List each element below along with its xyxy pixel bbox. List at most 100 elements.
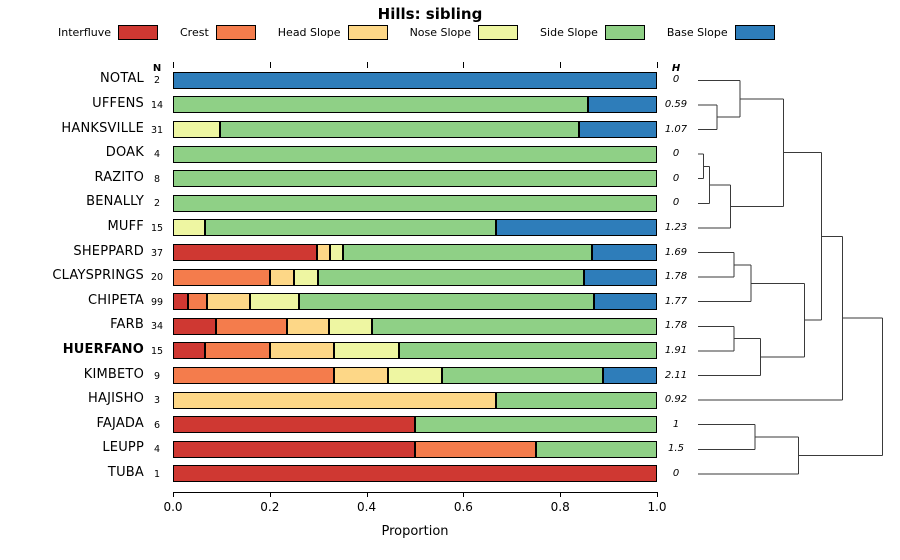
bar — [173, 219, 657, 237]
bar-segment — [329, 317, 372, 335]
bar-segment — [173, 391, 496, 409]
x-tick-top — [560, 62, 562, 68]
bar-segment — [334, 342, 399, 360]
x-tick — [560, 492, 562, 497]
row-label: SHEPPARD — [73, 243, 144, 259]
bar — [173, 367, 657, 384]
row-h-value: 1.5 — [668, 443, 684, 455]
x-tick — [463, 492, 465, 497]
bar-segment — [536, 440, 657, 458]
bar — [173, 342, 657, 360]
bar-segment — [329, 244, 343, 261]
bar-segment — [173, 465, 657, 483]
x-tick-label: 0.8 — [550, 500, 570, 514]
x-tick-top — [173, 62, 174, 68]
row-n-value: 3 — [153, 395, 161, 407]
legend-label: Base Slope — [666, 26, 728, 39]
row-n-value: 15 — [150, 345, 164, 357]
row-label: BENALLY — [86, 194, 144, 210]
row-h-value: 1 — [672, 418, 680, 430]
bar — [173, 96, 657, 114]
row-n-value: 2 — [153, 75, 161, 87]
bar-segment — [173, 244, 317, 261]
chart-title: Hills: sibling — [377, 5, 483, 23]
x-tick — [173, 492, 174, 497]
legend-swatch — [347, 25, 388, 40]
row-label: LEUPP — [102, 440, 144, 456]
bar — [173, 293, 657, 311]
row-n-value: 4 — [153, 149, 161, 161]
bar — [173, 391, 657, 409]
row-label: HANKSVILLE — [61, 120, 144, 136]
bar — [173, 244, 657, 261]
x-tick-top — [657, 62, 658, 68]
bar-segment — [215, 317, 287, 335]
legend-label: Nose Slope — [409, 26, 472, 39]
bar — [173, 194, 657, 212]
bar-segment — [495, 391, 657, 409]
row-label: FARB — [110, 317, 144, 333]
bar-segment — [173, 194, 657, 212]
bar-segment — [371, 317, 657, 335]
bar-segment — [269, 268, 294, 286]
row-n-value: 99 — [150, 296, 164, 308]
row-h-value: 1.07 — [664, 123, 688, 135]
bar — [173, 440, 657, 458]
bar-segment — [173, 268, 270, 286]
bar — [173, 145, 657, 163]
legend-item: Nose Slope — [409, 25, 519, 40]
legend-swatch — [478, 25, 519, 40]
x-tick-label: 0.0 — [163, 500, 183, 514]
row-label: HAJISHO — [88, 391, 144, 407]
bar-segment — [173, 293, 188, 311]
x-axis-line — [173, 492, 658, 493]
row-label: CHIPETA — [88, 292, 144, 308]
bar-segment — [206, 293, 251, 311]
row-h-value: 0 — [672, 197, 680, 209]
bar-segment — [173, 71, 657, 89]
row-label: HUERFANO — [62, 341, 144, 357]
bar — [173, 317, 657, 335]
row-h-value: 1.78 — [664, 320, 688, 332]
x-tick — [366, 492, 368, 497]
bar-segment — [591, 244, 657, 261]
bar-segment — [173, 317, 216, 335]
x-tick-top — [366, 62, 368, 68]
row-n-value: 31 — [150, 124, 164, 136]
row-n-value: 1 — [153, 468, 161, 480]
legend-label: Head Slope — [277, 26, 341, 39]
bar-segment — [398, 342, 657, 360]
x-tick — [269, 492, 271, 497]
bar-segment — [294, 268, 319, 286]
bar-segment — [342, 244, 592, 261]
row-label: FAJADA — [96, 415, 144, 431]
legend: Interfluve Crest Head Slope Nose Slope Side … — [58, 25, 775, 40]
bar — [173, 71, 657, 89]
legend-item: Side Slope — [540, 25, 645, 40]
row-n-value: 20 — [150, 272, 164, 284]
row-h-value: 0 — [672, 172, 680, 184]
bar-segment — [173, 367, 335, 384]
bar-segment — [205, 342, 270, 360]
row-h-value: 2.11 — [664, 369, 688, 381]
bar — [173, 170, 657, 188]
row-h-value: 1.78 — [664, 271, 688, 283]
x-tick-label: 0.2 — [260, 500, 280, 514]
bar-segment — [250, 293, 299, 311]
row-h-value: 0 — [672, 467, 680, 479]
legend-swatch — [604, 25, 645, 40]
bar-segment — [603, 367, 657, 384]
bar-segment — [587, 96, 657, 114]
bar-segment — [441, 367, 604, 384]
bar-segment — [298, 293, 594, 311]
bar-segment — [415, 440, 536, 458]
bar-segment — [173, 342, 206, 360]
bar-segment — [415, 416, 657, 434]
bar-segment — [579, 121, 657, 138]
legend-item: Interfluve — [58, 25, 158, 40]
row-n-value: 34 — [150, 321, 164, 333]
row-n-value: 6 — [153, 419, 161, 431]
legend-swatch — [734, 25, 775, 40]
legend-item: Crest — [180, 25, 256, 40]
